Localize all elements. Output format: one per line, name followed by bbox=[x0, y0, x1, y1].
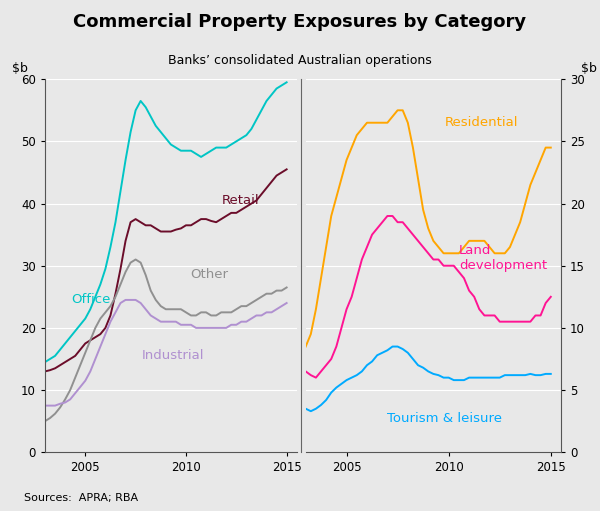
Text: Residential: Residential bbox=[445, 116, 518, 129]
Text: Sources:  APRA; RBA: Sources: APRA; RBA bbox=[24, 493, 138, 503]
Text: $b: $b bbox=[12, 62, 28, 76]
Text: Other: Other bbox=[190, 268, 228, 281]
Text: Commercial Property Exposures by Category: Commercial Property Exposures by Categor… bbox=[73, 13, 527, 31]
Text: Retail: Retail bbox=[222, 194, 260, 206]
Text: Office: Office bbox=[71, 293, 110, 306]
Text: Tourism & leisure: Tourism & leisure bbox=[388, 412, 502, 425]
Text: Banks’ consolidated Australian operations: Banks’ consolidated Australian operation… bbox=[168, 54, 432, 66]
Text: Industrial: Industrial bbox=[142, 349, 204, 362]
Text: $b: $b bbox=[581, 62, 597, 76]
Text: Land
development: Land development bbox=[459, 244, 547, 272]
